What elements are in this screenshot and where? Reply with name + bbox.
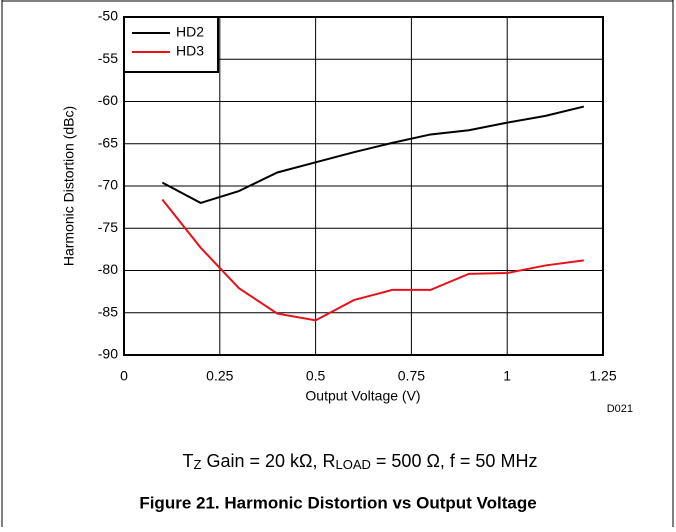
figure-id: D021 <box>607 403 633 415</box>
x-tick-label: 0.25 <box>206 368 233 384</box>
y-tick-label: -60 <box>98 92 118 108</box>
legend-box <box>123 16 219 73</box>
x-tick-label: 0.75 <box>398 368 425 384</box>
y-tick-label: -90 <box>98 346 118 362</box>
y-tick-label: -70 <box>98 177 118 193</box>
legend-label: HD3 <box>176 43 204 59</box>
caption-sub: LOAD <box>336 457 371 472</box>
figure-title: Figure 21. Harmonic Distortion vs Output… <box>139 493 536 512</box>
x-tick-label: 1 <box>503 368 511 384</box>
series-line <box>161 198 584 322</box>
y-tick-label: -55 <box>98 50 118 66</box>
legend-label: HD2 <box>176 24 204 40</box>
plot-border <box>123 16 604 356</box>
y-tick-label: -85 <box>98 303 118 319</box>
y-tick-label: -65 <box>98 134 118 150</box>
caption-part: T <box>183 451 194 471</box>
y-axis-label: Harmonic Distortion (dBc) <box>61 106 77 266</box>
caption: TZ Gain = 20 kΩ, RLOAD = 500 Ω, f = 50 M… <box>183 451 538 473</box>
y-tick-label: -75 <box>98 219 118 235</box>
x-tick-label: 0.5 <box>306 368 326 384</box>
caption-sub: Z <box>194 457 202 472</box>
y-tick-label: -50 <box>98 8 118 24</box>
caption-part: Gain = 20 kΩ, R <box>201 451 335 471</box>
x-axis-label: Output Voltage (V) <box>305 388 420 404</box>
x-tick-label: 0 <box>120 368 128 384</box>
x-tick-label: 1.25 <box>589 368 616 384</box>
y-tick-label: -80 <box>98 261 118 277</box>
series-line <box>161 105 585 204</box>
caption-part: = 500 Ω, f = 50 MHz <box>371 451 538 471</box>
